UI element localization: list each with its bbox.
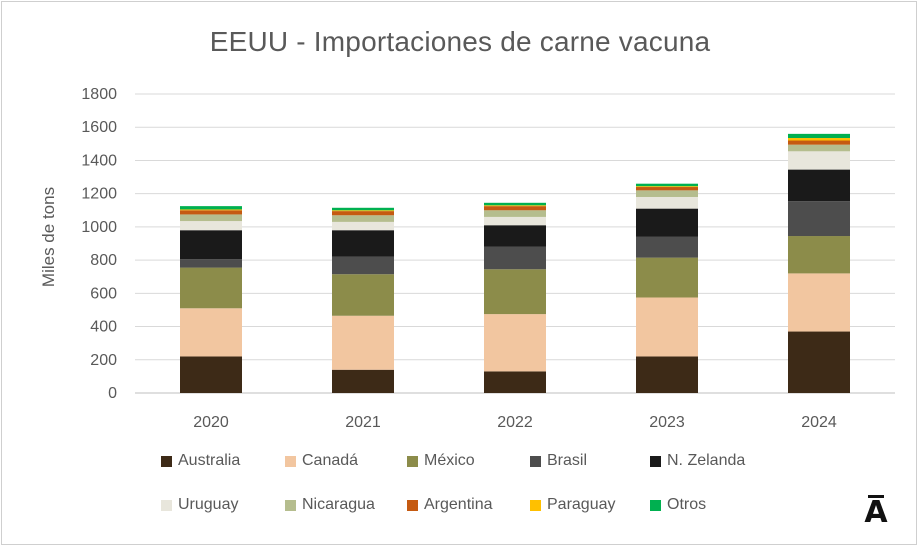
bar-segment bbox=[788, 138, 850, 141]
bar-stack-2021 bbox=[332, 207, 394, 393]
bar-stack-2020 bbox=[180, 206, 242, 393]
x-tick-label: 2020 bbox=[193, 414, 229, 431]
bar-segment bbox=[484, 371, 546, 393]
bar-segment bbox=[788, 151, 850, 170]
bar-segment bbox=[180, 259, 242, 268]
y-tick-label: 1600 bbox=[81, 119, 117, 136]
y-tick-label: 200 bbox=[90, 352, 117, 369]
bar-segment bbox=[180, 221, 242, 231]
bar-segment bbox=[180, 308, 242, 357]
bar-stack-2024 bbox=[788, 133, 850, 393]
bar-segment bbox=[180, 267, 242, 309]
x-tick-label: 2022 bbox=[497, 414, 533, 431]
logo: A bbox=[862, 493, 890, 533]
bar-segment bbox=[636, 297, 698, 357]
bar-segment bbox=[332, 221, 394, 231]
bar-segment bbox=[788, 331, 850, 393]
bar-segment bbox=[332, 211, 394, 216]
bar-segment bbox=[332, 369, 394, 393]
bar-segment bbox=[636, 208, 698, 237]
x-tick-label: 2023 bbox=[649, 414, 685, 431]
y-tick-label: 1400 bbox=[81, 152, 117, 169]
bar-segment bbox=[180, 210, 242, 215]
y-tick-label: 1800 bbox=[81, 86, 117, 103]
bar-segment bbox=[180, 356, 242, 393]
bar-segment bbox=[180, 230, 242, 260]
bar-segment bbox=[484, 210, 546, 217]
bar-segment bbox=[636, 190, 698, 197]
x-tick-label: 2024 bbox=[801, 414, 837, 431]
bar-segment bbox=[788, 144, 850, 152]
bar-segment bbox=[636, 356, 698, 393]
bar-segment bbox=[788, 273, 850, 332]
bar-segment bbox=[484, 314, 546, 372]
bar-segment bbox=[636, 187, 698, 191]
bar-segment bbox=[332, 215, 394, 222]
bar-segment bbox=[636, 196, 698, 209]
bar-segment bbox=[484, 202, 546, 206]
bar-segment bbox=[180, 214, 242, 222]
y-tick-label: 1000 bbox=[81, 219, 117, 236]
y-tick-label: 800 bbox=[90, 252, 117, 269]
chart-title: EEUU - Importaciones de carne vacuna bbox=[209, 26, 711, 57]
bar-segment bbox=[332, 256, 394, 275]
bar-segment bbox=[788, 201, 850, 237]
y-tick-label: 400 bbox=[90, 319, 117, 336]
bar-segment bbox=[180, 206, 242, 210]
bar-segment bbox=[788, 140, 850, 145]
bar-segment bbox=[332, 207, 394, 211]
bar-segment bbox=[788, 133, 850, 139]
y-tick-label: 0 bbox=[108, 385, 117, 402]
logo-mark: A bbox=[864, 495, 888, 530]
bar-segment bbox=[636, 236, 698, 258]
bar-segment bbox=[636, 257, 698, 298]
bar-stack-2023 bbox=[636, 183, 698, 393]
bar-segment bbox=[180, 209, 242, 211]
bar-segment bbox=[332, 274, 394, 316]
bar-segment bbox=[332, 210, 394, 212]
bar-segment bbox=[636, 183, 698, 187]
logo-macron bbox=[868, 495, 884, 498]
bar-segment bbox=[484, 216, 546, 226]
bar-segment bbox=[636, 186, 698, 188]
bar-segment bbox=[484, 246, 546, 270]
y-tick-label: 600 bbox=[90, 285, 117, 302]
y-tick-label: 1200 bbox=[81, 186, 117, 203]
bar-segment bbox=[788, 236, 850, 274]
bar-segment bbox=[332, 230, 394, 257]
bar-segment bbox=[788, 169, 850, 202]
bar-segment bbox=[332, 315, 394, 370]
x-tick-label: 2021 bbox=[345, 414, 381, 431]
bar-segment bbox=[484, 206, 546, 211]
bar-segment bbox=[484, 205, 546, 207]
bar-segment bbox=[484, 269, 546, 315]
bar-segment bbox=[484, 225, 546, 247]
bar-stack-2022 bbox=[484, 202, 546, 393]
